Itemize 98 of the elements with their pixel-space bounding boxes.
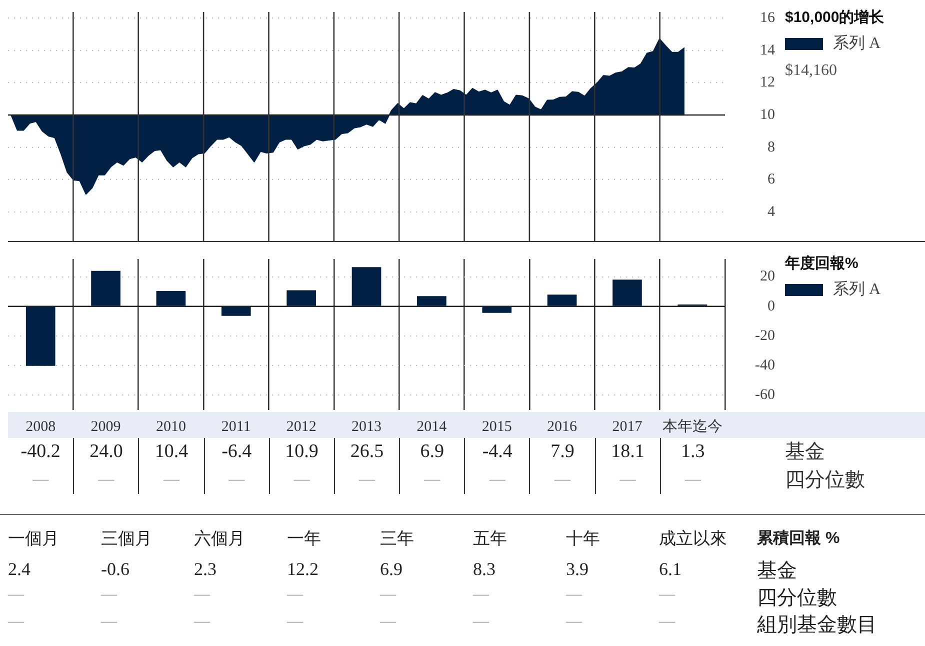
text: — (204, 466, 269, 494)
text: — (287, 613, 303, 631)
data-label: 6.9 (399, 438, 464, 466)
bar (352, 267, 382, 306)
text: — (101, 613, 117, 631)
text: 組別基金數目 (757, 613, 877, 638)
y-tick-label: 10 (760, 106, 775, 123)
legend-label: 系列 A (833, 34, 881, 54)
y-tick-label: 14 (760, 42, 776, 58)
data-label: 7.9 (529, 438, 595, 466)
text: 基金 (757, 559, 797, 584)
data-label: 6.9 (380, 559, 402, 580)
y-tick-label: 8 (768, 139, 775, 156)
y-tick-label: 16 (760, 10, 776, 26)
y-tick-label: 6 (768, 172, 776, 188)
data-label: -6.4 (204, 438, 269, 466)
category-label: 十年 (566, 528, 600, 550)
text: — (287, 586, 303, 604)
text: — (464, 466, 530, 494)
bar (417, 296, 446, 306)
text: — (594, 466, 660, 494)
y-tick-label: 0 (768, 298, 775, 314)
bar (26, 306, 56, 366)
text: — (529, 466, 595, 494)
data-label: 24.0 (73, 438, 138, 466)
bar (91, 270, 120, 306)
text: — (380, 613, 396, 631)
text: — (138, 466, 204, 494)
bar (221, 306, 251, 316)
data-label: 6.1 (659, 559, 682, 580)
data-label: 2.4 (8, 559, 30, 580)
category-label: 六個月 (194, 528, 245, 550)
bar (156, 290, 186, 306)
data-label: 10.9 (268, 438, 334, 466)
text: — (32, 470, 50, 490)
text: — (566, 613, 582, 631)
y-tick-label: 20 (760, 268, 775, 285)
x-tick-label: 2010 (156, 418, 186, 435)
category-label: 一個月 (8, 528, 59, 550)
bar (482, 306, 512, 313)
text: 四分位數 (785, 468, 865, 493)
data-label: 2.3 (194, 559, 216, 580)
category-label: 三個月 (101, 528, 152, 550)
text: — (473, 613, 489, 631)
bar (547, 294, 577, 306)
text: — (659, 613, 675, 631)
data-label: 10.4 (138, 438, 204, 466)
category-label: 成立以來 (659, 528, 727, 550)
text: — (566, 586, 582, 604)
data-label: 18.1 (594, 438, 660, 466)
bar (286, 290, 316, 306)
x-tick-label: 2015 (482, 418, 512, 435)
legend-title: $10,000的增长 (785, 8, 886, 27)
x-tick-label: 2013 (352, 418, 382, 435)
text: — (194, 613, 210, 631)
text: — (73, 466, 138, 494)
y-tick-label: 4 (768, 204, 776, 220)
data-label: 1.3 (660, 438, 725, 466)
x-tick-label: 2016 (547, 418, 578, 435)
data-label: 26.5 (334, 438, 400, 466)
text: 四分位數 (757, 586, 837, 611)
text: 累積回報 % (757, 528, 840, 549)
text: — (8, 586, 24, 604)
bar (612, 280, 642, 306)
text: — (101, 586, 117, 604)
y-tick-label: -40 (755, 358, 775, 374)
category-label: 一年 (287, 528, 321, 550)
data-label: 3.9 (566, 559, 588, 580)
x-tick-label: 2017 (612, 418, 643, 435)
data-label: -40.2 (20, 440, 62, 464)
data-label: -4.4 (464, 438, 530, 466)
x-tick-label: 2008 (26, 418, 56, 435)
y-tick-label: -60 (755, 387, 775, 404)
text: — (659, 586, 675, 604)
text: — (8, 613, 24, 631)
y-tick-label: 12 (760, 74, 775, 91)
text: — (399, 466, 464, 494)
text: $14,160 (785, 62, 838, 80)
data-label: -0.6 (101, 559, 130, 580)
x-tick-label: 2009 (90, 418, 121, 435)
text: 基金 (785, 440, 825, 465)
x-tick-label: 本年迄今 (662, 418, 722, 435)
text: — (380, 586, 396, 604)
y-tick-label: -20 (755, 328, 775, 344)
text: — (194, 586, 210, 604)
data-label: 8.3 (473, 559, 496, 580)
legend-label: 系列 A (833, 280, 881, 300)
category-label: 三年 (380, 528, 414, 550)
text: — (473, 586, 489, 604)
data-label: 12.2 (287, 559, 318, 580)
text: — (660, 466, 725, 494)
x-tick-label: 2014 (416, 418, 448, 435)
x-tick-label: 2012 (286, 418, 316, 435)
category-label: 五年 (473, 528, 507, 550)
text: — (268, 466, 334, 494)
legend-title: 年度回報% (785, 254, 860, 273)
x-tick-label: 2011 (221, 418, 251, 435)
text: — (334, 466, 400, 494)
